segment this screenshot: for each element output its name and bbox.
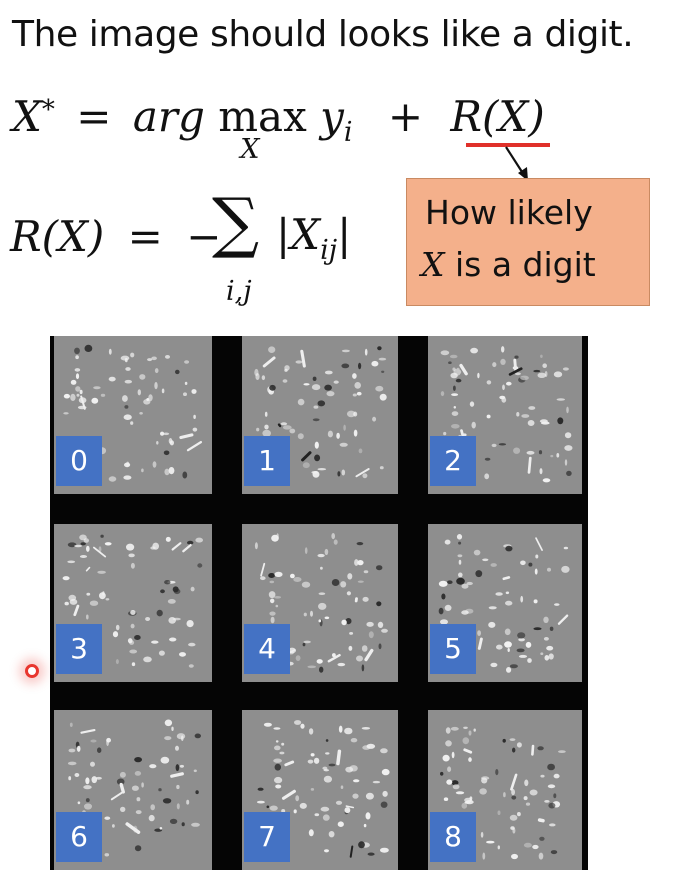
equation-regularizer: R(X) = − xyxy=(10,212,221,261)
arg-text: arg xyxy=(132,92,205,141)
y-symbol: y xyxy=(320,92,344,141)
digit-label-3: 3 xyxy=(56,624,102,674)
y-subscript: i xyxy=(343,117,353,148)
digit-image-7: 7 xyxy=(242,710,398,870)
max-text: max xyxy=(218,92,307,141)
callout-arrow xyxy=(505,146,528,181)
digit-image-3: 3 xyxy=(54,524,212,682)
callout-box: How likely X is a digit xyxy=(406,178,650,306)
rx-underline xyxy=(466,143,550,147)
x-symbol: X xyxy=(290,210,321,259)
star-superscript: * xyxy=(41,95,55,125)
digit-label-4: 4 xyxy=(244,624,290,674)
equation-objective: X* = arg max X yi + R(X) xyxy=(12,92,545,165)
abs-close: | xyxy=(337,210,352,259)
minus-sign: − xyxy=(186,212,222,261)
equals-sign-2: = xyxy=(127,212,163,261)
max-subscript: X xyxy=(240,134,260,165)
pointer-indicator-icon xyxy=(25,664,39,678)
callout-x-var: X xyxy=(421,245,445,284)
digit-label-6: 6 xyxy=(56,812,102,862)
slide-title: The image should looks like a digit. xyxy=(12,14,634,55)
abs-term: |Xij| xyxy=(276,210,352,266)
digit-label-2: 2 xyxy=(430,436,476,486)
sum-subscript: i,j xyxy=(226,276,252,307)
equals-sign: = xyxy=(76,92,112,141)
digit-image-6: 6 xyxy=(54,710,212,870)
digit-image-4: 4 xyxy=(242,524,398,682)
noise-pattern xyxy=(253,533,388,673)
digit-label-1: 1 xyxy=(244,436,290,486)
digit-image-2: 2 xyxy=(428,336,582,494)
digit-image-0: 0 xyxy=(54,336,212,494)
x-subscript: ij xyxy=(320,235,338,266)
noise-pattern xyxy=(440,346,573,483)
digit-image-grid: 0 1 2 3 4 5 6 7 8 xyxy=(50,336,588,870)
abs-open: | xyxy=(276,210,291,259)
x-star-symbol: X xyxy=(12,92,42,141)
digit-label-5: 5 xyxy=(430,624,476,674)
digit-label-7: 7 xyxy=(244,812,290,862)
digit-label-8: 8 xyxy=(430,812,476,862)
plus-sign: + xyxy=(387,92,424,141)
callout-line-1: How likely xyxy=(425,193,593,232)
callout-line-2: X is a digit xyxy=(421,245,596,284)
noise-pattern xyxy=(63,344,203,482)
rx-term: R(X) xyxy=(450,92,545,141)
digit-image-8: 8 xyxy=(428,710,582,870)
digit-label-0: 0 xyxy=(56,436,102,486)
callout-line-2-text: is a digit xyxy=(444,245,596,284)
sum-symbol: ∑ xyxy=(212,184,260,261)
digit-image-5: 5 xyxy=(428,524,582,682)
digit-image-1: 1 xyxy=(242,336,398,494)
rx-lhs: R(X) xyxy=(10,212,105,261)
max-operator: max X xyxy=(218,92,307,165)
